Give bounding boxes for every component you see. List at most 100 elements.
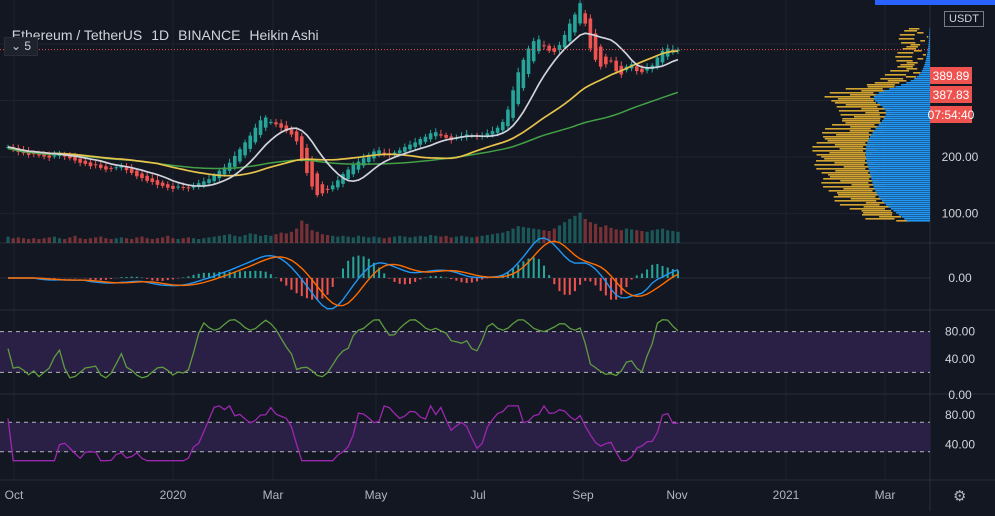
volume-profile-bar-gold [834,196,876,198]
macd-histogram-bar [667,268,669,278]
volume-profile-bar-blue [886,110,930,112]
candle-body [202,181,206,184]
volume-profile-bar-blue [929,42,930,44]
candle-body [99,165,103,168]
volume-profile-bar-blue [928,44,930,46]
volume-profile-bar-blue [904,218,930,220]
candle-body [310,160,314,186]
volume-profile-bar-blue [928,46,930,48]
volume-bar [166,236,169,243]
volume-bar [584,219,587,243]
rsi-axis-label: 40.00 [945,437,975,451]
macd-histogram-bar [383,273,385,278]
macd-histogram-bar [254,271,256,278]
macd-histogram-bar [579,278,581,285]
volume-bar [48,237,51,243]
volume-bar [429,235,432,243]
macd-histogram-bar [275,277,277,278]
volume-bar [37,239,40,243]
candle-body [321,184,325,193]
macd-histogram-bar [265,272,267,278]
candle-body [109,168,113,169]
macd-histogram-bar [182,277,184,278]
volume-bar [341,236,344,243]
macd-histogram-bar [409,278,411,284]
volume-bar [542,230,545,243]
volume-bar [259,236,262,243]
volume-bar [197,239,200,243]
volume-profile-bar-gold [850,208,885,210]
volume-profile-bar-blue [928,50,930,52]
candle-body [516,72,520,104]
interval-label[interactable]: 1D [151,27,169,43]
volume-profile-bar-blue [899,214,930,216]
currency-unit[interactable]: USDT [944,11,984,27]
volume-bar [656,229,659,243]
volume-profile-bar-blue [872,180,930,182]
candle-body [640,69,644,73]
volume-profile-bar-gold [888,80,907,82]
candle-body [326,189,330,190]
time-axis-label: Oct [5,488,24,502]
volume-bar [615,229,618,243]
macd-histogram-bar [471,278,473,283]
volume-profile-bar-blue [871,178,930,180]
candle-body [491,131,495,135]
volume-bar [347,237,350,243]
volume-bar [444,236,447,243]
candle-body [419,139,423,145]
rsi-axis-label: 80.00 [945,408,975,422]
volume-profile-bar-blue [874,96,930,98]
macd-histogram-bar [151,278,153,280]
candle-body [53,155,57,156]
volume-profile-bar-gold [901,42,915,44]
volume-bar [455,237,458,243]
macd-histogram-bar [332,278,334,287]
macd-histogram-bar [569,278,571,295]
volume-bar [563,222,566,243]
candle-body [264,118,268,128]
volume-profile-bar-gold [927,36,928,38]
volume-profile-bar-blue [925,62,930,64]
candle-body [563,35,567,48]
volume-profile-bar-blue [929,30,930,32]
volume-bar [357,236,360,243]
candle-body [408,145,412,150]
macd-histogram-bar [533,257,535,278]
macd-histogram-bar [641,274,643,279]
chart-style-label[interactable]: Heikin Ashi [249,27,318,43]
volume-bar [460,236,463,243]
volume-bar [419,236,422,243]
volume-profile-bar-gold [829,152,871,154]
volume-profile-bar-blue [868,140,930,142]
indicators-toggle[interactable]: ⌄ 5 [4,37,38,56]
candle-body [511,90,515,118]
volume-profile-bar-gold [851,198,884,200]
candle-body [583,13,587,23]
volume-profile-bar-gold [920,40,925,42]
candle-body [181,187,185,188]
volume-bar [228,234,231,243]
volume-profile-bar-gold [822,172,869,174]
gear-icon[interactable]: ⚙ [953,487,966,505]
macd-histogram-bar [89,278,91,280]
volume-bar [305,224,308,243]
volume-profile-bar-blue [877,194,930,196]
volume-bar [171,238,174,243]
candle-body [594,33,598,59]
candle-body [496,128,500,133]
macd-histogram-bar [187,276,189,278]
volume-bar [22,238,25,243]
volume-profile-bar-gold [900,64,914,66]
volume-bar [609,228,612,243]
volume-profile-bar-blue [869,138,930,140]
volume-bar [140,237,143,243]
volume-profile-bar-gold [824,158,869,160]
volume-profile-bar-blue [879,124,930,126]
time-axis-label: 2021 [773,488,800,502]
rsi-band [0,422,930,452]
volume-bar [316,232,319,243]
volume-bar [393,237,396,243]
